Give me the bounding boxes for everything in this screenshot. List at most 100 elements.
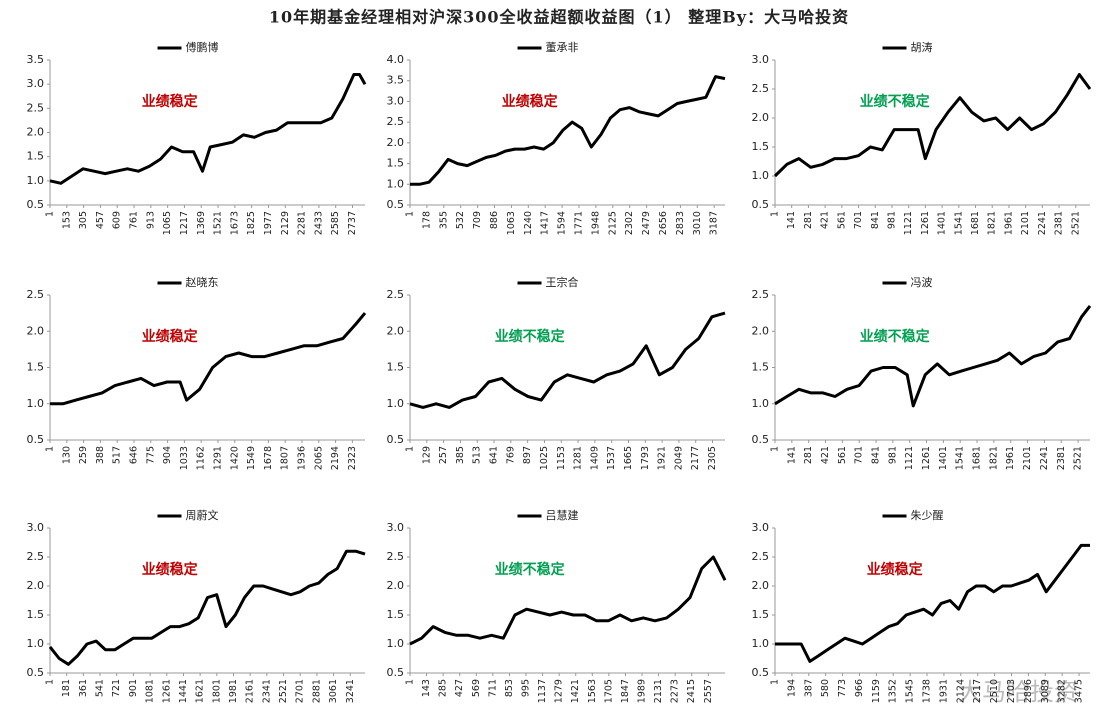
x-tick-label: 1705: [603, 679, 614, 703]
x-tick-label: 2557: [703, 679, 714, 703]
x-tick-label: 1352: [888, 679, 899, 703]
x-tick-label: 904: [162, 446, 173, 464]
x-tick-label: 1261: [161, 679, 172, 703]
x-tick-label: 2101: [1020, 211, 1031, 235]
x-tick-label: 2381: [1054, 211, 1065, 235]
x-tick-label: 569: [471, 679, 482, 697]
x-tick-label: 1771: [574, 211, 585, 235]
y-tick-label: 2.0: [27, 126, 45, 139]
x-tick-label: 1977: [263, 211, 274, 235]
x-tick-label: 1033: [179, 446, 190, 470]
x-tick-label: 1121: [904, 446, 915, 470]
x-tick-label: 2241: [1039, 446, 1050, 470]
x-tick-label: 259: [78, 446, 89, 464]
x-tick-label: 2896: [1023, 679, 1034, 703]
x-tick-label: 1545: [905, 679, 916, 703]
y-tick-label: 1.0: [387, 637, 405, 650]
x-tick-label: 1681: [972, 446, 983, 470]
x-tick-label: 1081: [145, 679, 156, 703]
x-tick-label: 305: [78, 211, 89, 229]
x-tick-label: 2161: [245, 679, 256, 703]
y-tick-label: 2.5: [27, 550, 45, 563]
x-tick-label: 1594: [557, 211, 568, 235]
x-tick-label: 2125: [607, 211, 618, 235]
x-tick-label: 1137: [537, 679, 548, 703]
x-tick-label: 1961: [1003, 211, 1014, 235]
x-tick-label: 421: [820, 211, 831, 229]
x-tick-label: 2521: [1073, 446, 1084, 470]
x-tick-label: 130: [61, 446, 72, 464]
x-tick-label: 1: [405, 211, 416, 217]
x-tick-label: 3061: [328, 679, 339, 703]
annotation: 业绩稳定: [502, 93, 558, 110]
x-tick-label: 701: [854, 446, 865, 464]
x-tick-label: 709: [472, 211, 483, 229]
x-tick-label: 1121: [903, 211, 914, 235]
y-tick-label: 1.5: [752, 361, 770, 374]
x-tick-label: 2433: [313, 211, 324, 235]
x-tick-label: 1420: [229, 446, 240, 470]
annotation: 业绩稳定: [142, 328, 198, 345]
x-tick-label: 1948: [590, 211, 601, 235]
x-tick-label: 769: [505, 446, 516, 464]
data-line: [49, 73, 367, 185]
x-tick-label: 1: [405, 446, 416, 452]
x-tick-label: 2241: [1037, 211, 1048, 235]
x-tick-label: 646: [128, 446, 139, 464]
y-tick-label: 3.5: [387, 74, 405, 87]
y-tick-label: 1.0: [387, 177, 405, 190]
y-tick-label: 0.5: [27, 666, 45, 679]
x-tick-label: 1065: [162, 211, 173, 235]
y-tick-label: 2.5: [387, 288, 405, 301]
x-tick-label: 981: [887, 446, 898, 464]
x-tick-label: 2585: [330, 211, 341, 235]
data-line: [773, 73, 1092, 178]
x-tick-label: 2521: [278, 679, 289, 703]
x-tick-label: 387: [803, 679, 814, 697]
y-tick-label: 1.5: [27, 361, 45, 374]
y-tick-label: 1.0: [27, 637, 45, 650]
annotation: 业绩稳定: [867, 561, 923, 578]
x-tick-label: 1936: [296, 446, 307, 470]
y-tick-label: 1.5: [752, 608, 770, 621]
y-tick-label: 0.5: [752, 433, 770, 446]
y-tick-label: 0.5: [752, 198, 770, 211]
x-tick-label: 2129: [280, 211, 291, 235]
x-tick-label: 2101: [1022, 446, 1033, 470]
x-tick-label: 2194: [330, 446, 341, 470]
legend-label: 王宗合: [546, 275, 579, 289]
x-tick-label: 1665: [623, 446, 634, 470]
x-tick-label: 721: [111, 679, 122, 697]
x-tick-label: 1240: [523, 211, 534, 235]
x-tick-label: 3010: [692, 211, 703, 235]
legend-label: 朱少醒: [911, 509, 944, 522]
x-tick-label: 1541: [955, 446, 966, 470]
annotation: 业绩不稳定: [495, 328, 565, 345]
y-tick-label: 1.5: [387, 608, 405, 621]
x-tick-label: 1401: [938, 446, 949, 470]
y-tick-label: 2.0: [752, 111, 770, 124]
x-tick-label: 1: [770, 679, 781, 685]
y-tick-label: 3.5: [27, 53, 45, 66]
y-tick-label: 0.5: [27, 198, 45, 211]
x-tick-label: 1981: [228, 679, 239, 703]
x-tick-label: 2510: [989, 679, 1000, 703]
data-line: [409, 555, 727, 646]
x-tick-label: 143: [421, 679, 432, 697]
x-tick-label: 775: [145, 446, 156, 464]
y-tick-label: 3.0: [27, 77, 45, 90]
x-tick-label: 913: [145, 211, 156, 229]
x-tick-label: 1: [770, 446, 781, 452]
x-tick-label: 2177: [690, 446, 701, 470]
y-tick-label: 1.0: [387, 397, 405, 410]
x-tick-label: 1921: [657, 446, 668, 470]
data-line: [410, 75, 726, 186]
data-line: [774, 304, 1092, 408]
x-tick-label: 2305: [707, 446, 718, 470]
x-tick-label: 129: [421, 446, 432, 464]
x-tick-label: 513: [472, 446, 483, 464]
x-tick-label: 1801: [211, 679, 222, 703]
x-tick-label: 3241: [345, 679, 356, 703]
x-tick-label: 2381: [1056, 446, 1067, 470]
y-tick-label: 2.0: [387, 136, 405, 149]
